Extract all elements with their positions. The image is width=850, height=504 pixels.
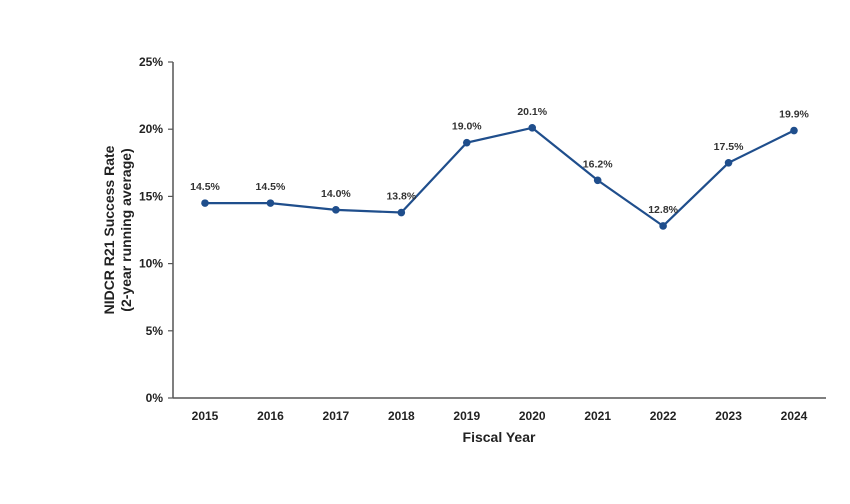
y-axis-title: NIDCR R21 Success Rate (2-year running a… <box>101 145 134 314</box>
x-tick-label: 2024 <box>781 409 808 423</box>
y-axis-title-line-1: NIDCR R21 Success Rate <box>101 145 117 314</box>
data-label: 13.8% <box>386 191 416 203</box>
data-point <box>201 199 209 207</box>
data-label: 19.9% <box>779 109 809 121</box>
y-tick-label: 20% <box>139 122 163 136</box>
series-path <box>205 126 795 228</box>
y-tick-label: 0% <box>146 391 164 405</box>
x-tick-label: 2017 <box>323 409 350 423</box>
y-axis: 0% 5% 10% 15% 20% 25% <box>139 55 174 405</box>
data-point <box>659 222 667 230</box>
x-tick-label: 2018 <box>388 409 415 423</box>
y-tick-label: 5% <box>146 324 164 338</box>
data-label: 19.0% <box>452 121 482 133</box>
data-label: 12.8% <box>648 204 678 216</box>
data-label: 14.5% <box>256 181 286 193</box>
x-tick-label: 2022 <box>650 409 677 423</box>
y-tick-label: 25% <box>139 55 163 69</box>
x-tick-label: 2015 <box>192 409 219 423</box>
data-label: 14.5% <box>190 181 220 193</box>
data-label: 20.1% <box>517 106 547 118</box>
data-point <box>593 176 602 185</box>
x-tick-label: 2023 <box>715 409 742 423</box>
data-label: 14.0% <box>321 188 351 200</box>
x-axis: 2015 2016 2017 2018 2019 2020 2021 2022 2023 2024 <box>173 397 826 423</box>
x-tick-label: 2020 <box>519 409 546 423</box>
x-tick-label: 2016 <box>257 409 284 423</box>
data-point <box>266 199 275 207</box>
data-label: 17.5% <box>714 141 744 153</box>
data-point <box>790 126 798 135</box>
y-axis-title-line-2: (2-year running average) <box>118 148 134 311</box>
data-point <box>528 124 537 132</box>
y-tick-label: 10% <box>139 257 163 271</box>
data-point <box>332 206 340 214</box>
data-label: 16.2% <box>583 158 613 170</box>
data-point <box>724 159 733 167</box>
x-tick-label: 2019 <box>453 409 480 423</box>
y-tick-label: 15% <box>139 189 163 203</box>
x-axis-title: Fiscal Year <box>463 429 536 445</box>
series-line: 14.5% 14.5% 14.0% 13.8% 19.0% 20.1% 16.2% 12.8%… <box>190 106 810 230</box>
x-tick-label: 2021 <box>584 409 611 423</box>
data-point <box>397 208 406 217</box>
data-point <box>462 138 471 147</box>
